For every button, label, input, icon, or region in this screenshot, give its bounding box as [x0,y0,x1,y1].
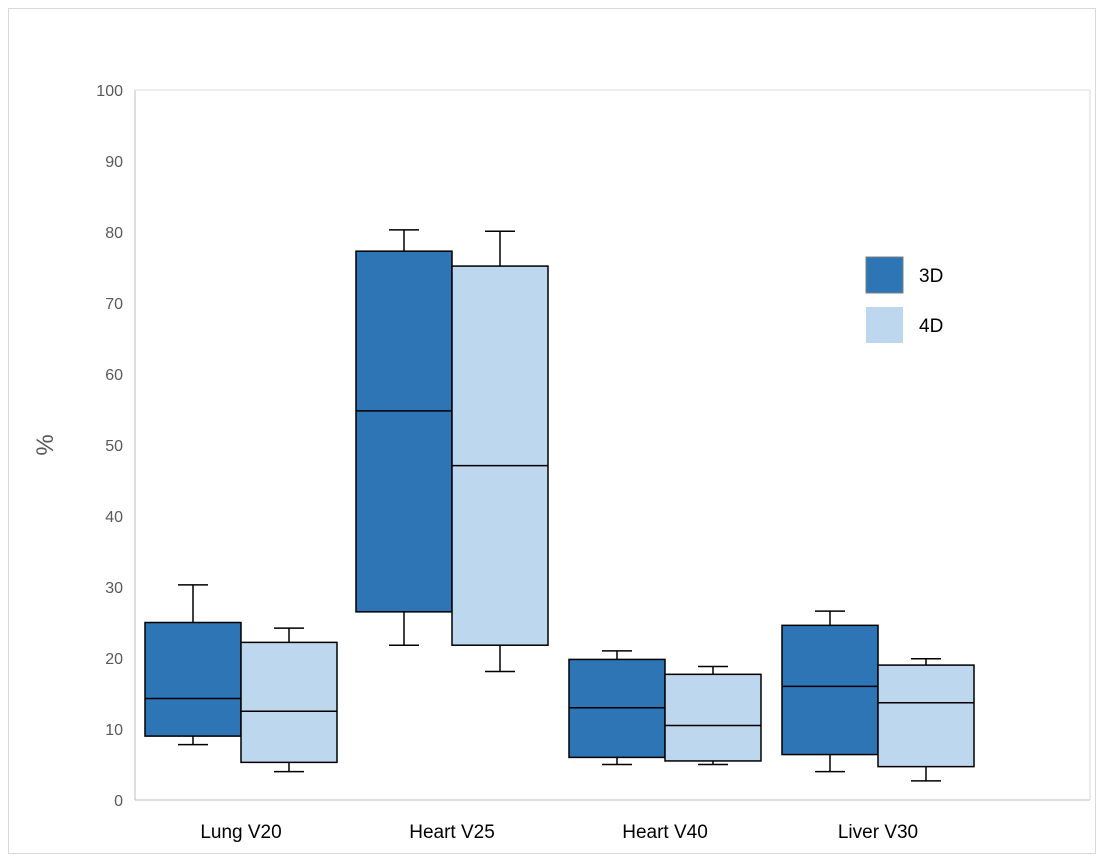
y-axis-title: % [32,434,59,455]
box-3D-heart-v40 [568,650,666,766]
box-4D-heart-v40 [664,665,762,766]
category-label: Liver V30 [838,822,918,843]
y-tick-label: 50 [105,438,123,455]
y-tick-label: 90 [105,154,123,171]
box-iqr [664,673,762,762]
box-iqr [781,624,879,756]
legend-label-3D: 3D [919,266,943,287]
series-3D [144,229,879,773]
category-label: Lung V20 [200,822,281,843]
y-tick-label: 30 [105,580,123,597]
axes-group [134,89,1091,801]
legend-swatch-4D [866,307,903,343]
legend-label-4D: 4D [919,316,943,337]
box-series-group [144,229,975,782]
box-iqr [144,621,242,737]
category-labels: Lung V20 Heart V25 Heart V40 Liver V30 [200,822,918,843]
y-tick-label: 70 [105,296,123,313]
y-tick-label: 100 [96,83,123,100]
box-4D-lung-v20 [240,627,338,773]
box-4D-heart-v25 [451,230,549,673]
box-iqr [240,641,338,764]
box-iqr [451,265,549,646]
box-4D-liver-v30 [877,657,975,782]
y-tick-labels: 0 10 20 30 40 50 60 70 80 90 100 [96,83,123,810]
box-iqr [877,664,975,768]
y-tick-label: 60 [105,367,123,384]
box-3D-lung-v20 [144,584,242,746]
box-3D-heart-v25 [355,229,453,646]
legend-swatch-3D [865,256,904,294]
category-label: Heart V40 [622,822,708,843]
y-tick-label: 20 [105,651,123,668]
y-tick-label: 40 [105,509,123,526]
y-tick-label: 0 [114,793,123,810]
y-tick-label: 80 [105,225,123,242]
legend: 3D 4D [865,256,943,343]
series-4D [240,230,975,782]
category-label: Heart V25 [409,822,495,843]
box-iqr [355,250,453,613]
box-3D-liver-v30 [781,610,879,773]
y-tick-label: 10 [105,722,123,739]
